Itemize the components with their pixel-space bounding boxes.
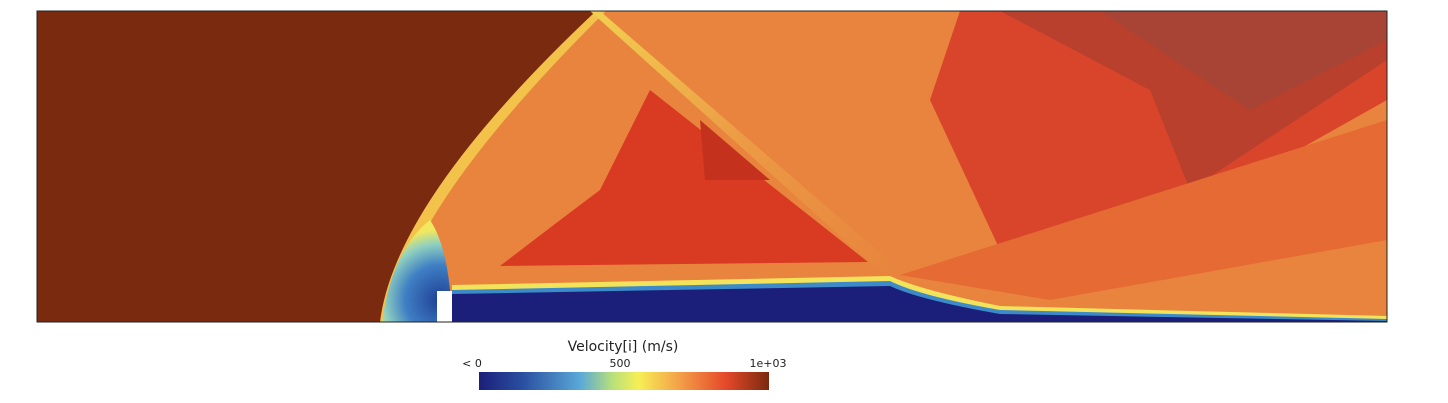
flow-field xyxy=(37,11,1387,322)
colorbar-label: < 0 xyxy=(462,357,482,370)
frame xyxy=(36,10,1388,323)
colorbar-label: 1e+03 xyxy=(750,357,787,370)
colorbar-label: 500 xyxy=(610,357,631,370)
colorbar-title: Velocity[i] (m/s) xyxy=(568,339,679,355)
colorbar xyxy=(479,372,769,390)
